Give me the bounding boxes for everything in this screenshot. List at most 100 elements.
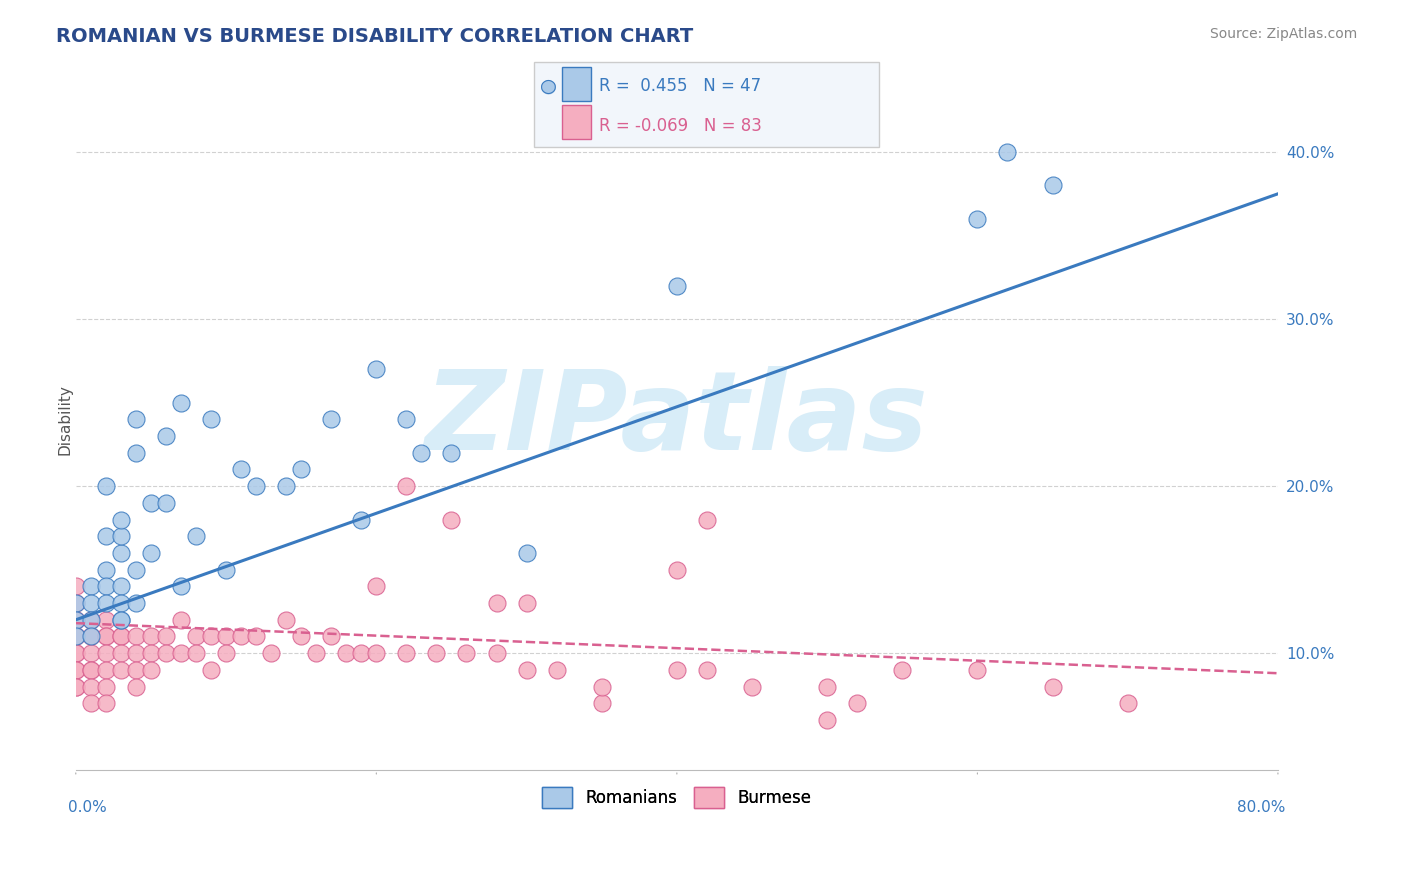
Point (366, 362, 388, 376)
Point (110, 613, 132, 627)
Point (125, 663, 148, 677)
Point (184, 529, 207, 543)
Point (110, 529, 132, 543)
Point (110, 663, 132, 677)
Point (411, 446, 433, 460)
Point (966, 663, 988, 677)
Point (665, 563, 688, 577)
Point (276, 479, 298, 493)
Point (125, 680, 148, 694)
Point (110, 613, 132, 627)
Point (110, 646, 132, 660)
Point (80, 663, 103, 677)
Point (997, 145, 1019, 159)
Point (184, 646, 207, 660)
Point (546, 663, 568, 677)
Point (80, 613, 103, 627)
Point (94, 680, 117, 694)
Point (65, 613, 87, 627)
Text: ○: ○ (540, 77, 557, 95)
Point (170, 579, 193, 593)
Point (65, 596, 87, 610)
Point (395, 646, 418, 660)
Point (966, 211, 988, 226)
Point (290, 462, 312, 476)
Point (696, 663, 718, 677)
Point (155, 496, 177, 510)
Text: ●: ● (540, 77, 557, 95)
Point (94, 663, 117, 677)
Point (440, 512, 463, 526)
Point (321, 630, 343, 644)
Point (125, 563, 148, 577)
Point (335, 646, 357, 660)
Point (65, 646, 87, 660)
Point (65, 680, 87, 694)
Point (485, 646, 508, 660)
Point (110, 630, 132, 644)
Point (215, 630, 238, 644)
Point (94, 613, 117, 627)
Point (200, 412, 222, 426)
Point (65, 630, 87, 644)
Point (80, 579, 103, 593)
Point (245, 630, 267, 644)
Point (80, 696, 103, 710)
Point (139, 630, 162, 644)
Point (516, 546, 538, 560)
Point (125, 646, 148, 660)
Point (170, 646, 193, 660)
Point (65, 663, 87, 677)
Point (65, 630, 87, 644)
Point (184, 630, 207, 644)
Point (456, 646, 478, 660)
Point (80, 663, 103, 677)
Point (94, 579, 117, 593)
Point (125, 630, 148, 644)
Point (110, 596, 132, 610)
Point (815, 680, 838, 694)
Point (94, 563, 117, 577)
Point (65, 613, 87, 627)
Point (125, 412, 148, 426)
Point (80, 613, 103, 627)
Point (155, 630, 177, 644)
Point (350, 646, 373, 660)
Text: ZIPatlas: ZIPatlas (425, 366, 929, 473)
Point (94, 596, 117, 610)
Point (366, 646, 388, 660)
Point (1042, 178, 1064, 193)
Point (80, 630, 103, 644)
Point (155, 646, 177, 660)
Point (395, 479, 418, 493)
Point (229, 630, 252, 644)
Point (80, 630, 103, 644)
Point (80, 646, 103, 660)
Point (139, 663, 162, 677)
Point (65, 663, 87, 677)
Point (94, 646, 117, 660)
Point (665, 663, 688, 677)
Point (110, 630, 132, 644)
Point (65, 579, 87, 593)
Point (94, 696, 117, 710)
Point (80, 596, 103, 610)
Point (891, 663, 914, 677)
Point (65, 646, 87, 660)
Point (94, 630, 117, 644)
Point (139, 546, 162, 560)
Point (200, 663, 222, 677)
Point (215, 646, 238, 660)
Point (516, 663, 538, 677)
Point (245, 479, 267, 493)
Point (276, 613, 298, 627)
Point (395, 412, 418, 426)
Point (665, 278, 688, 293)
Text: Source: ZipAtlas.com: Source: ZipAtlas.com (1209, 27, 1357, 41)
Text: R =  0.455   N = 47: R = 0.455 N = 47 (599, 78, 761, 95)
Point (94, 479, 117, 493)
Point (305, 646, 328, 660)
Point (440, 446, 463, 460)
Point (139, 646, 162, 660)
Point (425, 646, 447, 660)
